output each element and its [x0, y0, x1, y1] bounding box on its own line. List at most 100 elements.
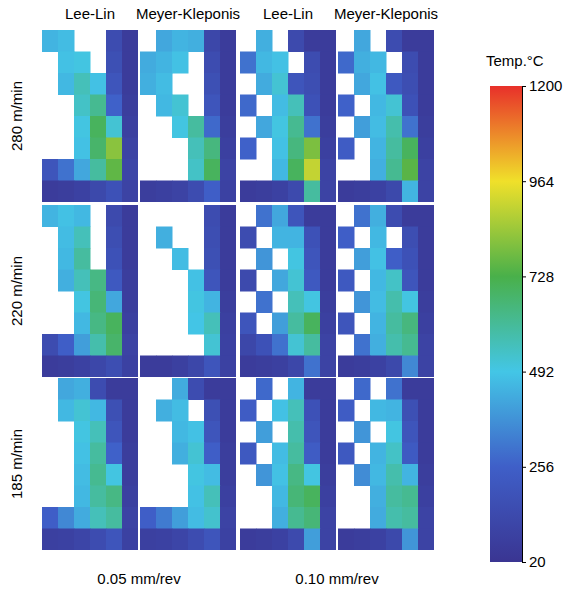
temp-cell	[122, 52, 138, 74]
temp-cell	[122, 291, 138, 313]
temp-cell	[240, 443, 257, 465]
temp-cell	[220, 486, 236, 508]
temp-cell	[354, 529, 371, 551]
temp-cell	[220, 30, 236, 52]
temp-cell	[402, 334, 419, 356]
temp-cell	[106, 227, 123, 249]
temp-cell	[204, 400, 221, 422]
temp-cell	[204, 227, 221, 249]
temp-cell	[58, 270, 75, 292]
temp-cell	[74, 443, 91, 465]
temp-cell	[386, 291, 403, 313]
temp-cell	[220, 52, 236, 74]
temp-cell	[402, 356, 419, 378]
temp-cell	[204, 443, 221, 465]
temp-cell	[188, 464, 205, 486]
temp-cell	[402, 529, 419, 551]
temp-cell	[288, 378, 305, 400]
temp-cell	[402, 181, 419, 203]
temp-cell	[402, 378, 419, 400]
temp-cell	[402, 227, 419, 249]
temp-cell	[172, 443, 189, 465]
temp-cell	[122, 443, 138, 465]
temp-cell	[106, 205, 123, 227]
temp-cell	[272, 73, 289, 95]
temp-cell	[272, 181, 289, 203]
temp-cell	[402, 270, 419, 292]
temp-cell	[90, 507, 107, 529]
column-label: Lee-Lin	[263, 5, 313, 22]
temp-cell	[188, 159, 205, 181]
temp-cell	[386, 334, 403, 356]
temp-cell	[304, 248, 321, 270]
temp-cell	[106, 443, 123, 465]
group-label: 0.05 mm/rev	[97, 570, 181, 587]
temp-cell	[220, 138, 236, 160]
temp-cell	[140, 73, 157, 95]
temp-cell	[304, 443, 321, 465]
temp-cell	[402, 159, 419, 181]
temp-cell	[204, 486, 221, 508]
temp-cell	[304, 227, 321, 249]
temp-cell	[354, 116, 371, 138]
temp-cell	[156, 30, 173, 52]
temp-cell	[288, 205, 305, 227]
temp-cell	[320, 73, 336, 95]
temp-cell	[90, 443, 107, 465]
temp-cell	[90, 116, 107, 138]
temp-cell	[272, 52, 289, 74]
temp-cell	[386, 181, 403, 203]
temp-cell	[172, 181, 189, 203]
temp-cell	[354, 421, 371, 443]
temp-cell	[304, 486, 321, 508]
temp-cell	[220, 378, 236, 400]
temp-cell	[370, 159, 387, 181]
temp-cell	[90, 464, 107, 486]
temp-cell	[220, 181, 236, 203]
temp-cell	[320, 181, 336, 203]
temp-cell	[320, 356, 336, 378]
temp-cell	[240, 52, 257, 74]
temp-cell	[288, 400, 305, 422]
temp-cell	[90, 291, 107, 313]
temp-cell	[320, 400, 336, 422]
temp-cell	[172, 507, 189, 529]
temp-cell	[74, 116, 91, 138]
temp-cell	[288, 270, 305, 292]
temp-cell	[172, 95, 189, 117]
temp-cell	[74, 378, 91, 400]
temp-cell	[338, 356, 355, 378]
temp-cell	[220, 205, 236, 227]
temp-cell	[90, 138, 107, 160]
temp-cell	[320, 270, 336, 292]
temp-cell	[386, 205, 403, 227]
temp-cell	[320, 159, 336, 181]
temp-cell	[122, 400, 138, 422]
temp-cell	[354, 205, 371, 227]
axis-line	[523, 87, 527, 563]
temp-cell	[304, 30, 321, 52]
tick-label: 20	[529, 553, 546, 570]
temp-cell	[122, 205, 138, 227]
temp-cell	[338, 443, 355, 465]
temp-cell	[106, 159, 123, 181]
temp-cell	[338, 52, 355, 74]
temp-cell	[320, 443, 336, 465]
temp-cell	[122, 248, 138, 270]
temp-cell	[256, 73, 273, 95]
temp-cell	[354, 248, 371, 270]
temp-cell	[288, 138, 305, 160]
temp-cell	[204, 334, 221, 356]
temp-cell	[256, 529, 273, 551]
temp-cell	[220, 116, 236, 138]
temp-cell	[272, 116, 289, 138]
temp-cell	[418, 270, 434, 292]
temp-cell	[106, 507, 123, 529]
temp-cell	[58, 52, 75, 74]
temp-cell	[288, 159, 305, 181]
temp-cell	[204, 270, 221, 292]
temp-cell	[386, 30, 403, 52]
temp-cell	[338, 181, 355, 203]
temp-cell	[370, 73, 387, 95]
temp-cell	[172, 356, 189, 378]
